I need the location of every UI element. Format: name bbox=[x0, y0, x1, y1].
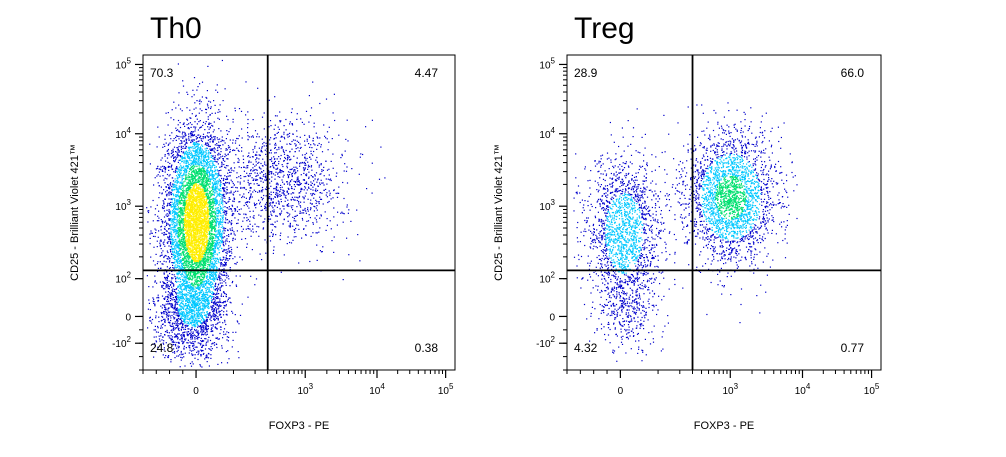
x-axis-label: FOXP3 - PE bbox=[694, 420, 755, 432]
x-tick-label: 105 bbox=[864, 382, 880, 397]
y-tick-label: 103 bbox=[539, 198, 555, 213]
quadrant-label-top-left: 70.3 bbox=[150, 66, 174, 80]
quadrant-label-bottom-right: 0.77 bbox=[841, 341, 865, 355]
x-axis-label: FOXP3 - PE bbox=[269, 420, 330, 432]
x-tick-label: 103 bbox=[722, 382, 738, 397]
y-axis-label: CD25 - Brilliant Violet 421™ bbox=[493, 144, 505, 281]
axis-ticks bbox=[135, 63, 447, 378]
y-tick-label: -102 bbox=[536, 335, 555, 350]
quadrant-label-bottom-left: 24.8 bbox=[150, 341, 174, 355]
y-tick-label: 104 bbox=[115, 126, 131, 141]
x-tick-label: 103 bbox=[297, 382, 313, 397]
x-tick-label: 0 bbox=[193, 386, 199, 397]
y-tick-label: 105 bbox=[539, 56, 555, 71]
event-dots bbox=[573, 102, 798, 362]
y-tick-label: 0 bbox=[549, 312, 555, 323]
plot-panel-treg: 28.9 66.0 4.32 0.77 0 103 104 105 -102 0 102 103 104… bbox=[493, 54, 882, 432]
event-dots bbox=[146, 59, 386, 368]
y-tick-label: 102 bbox=[539, 271, 555, 286]
panel-title-treg: Treg bbox=[574, 12, 635, 45]
y-tick-label: 105 bbox=[115, 56, 131, 71]
y-axis-label: CD25 - Brilliant Violet 421™ bbox=[69, 144, 81, 281]
y-tick-label: 104 bbox=[539, 126, 555, 141]
plot-panel-th0: 70.3 4.47 24.8 0.38 0 103 104 105 -102 0 102 103 104… bbox=[69, 54, 456, 432]
quadrant-label-bottom-left: 4.32 bbox=[574, 341, 598, 355]
x-tick-label: 105 bbox=[438, 382, 454, 397]
y-tick-label: -102 bbox=[112, 335, 131, 350]
quadrant-label-top-left: 28.9 bbox=[574, 66, 598, 80]
x-tick-label: 0 bbox=[618, 386, 624, 397]
x-tick-label: 104 bbox=[369, 382, 385, 397]
y-tick-label: 0 bbox=[125, 312, 131, 323]
panel-title-th0: Th0 bbox=[150, 12, 202, 45]
plot-frame bbox=[142, 54, 456, 371]
quadrant-label-bottom-right: 0.38 bbox=[415, 341, 439, 355]
x-tick-label: 104 bbox=[795, 382, 811, 397]
y-tick-label: 103 bbox=[115, 198, 131, 213]
quadrant-label-top-right: 66.0 bbox=[841, 66, 865, 80]
axis-ticks bbox=[559, 63, 873, 378]
y-tick-label: 102 bbox=[115, 271, 131, 286]
quadrant-label-top-right: 4.47 bbox=[415, 66, 439, 80]
plot-frame bbox=[566, 54, 882, 371]
